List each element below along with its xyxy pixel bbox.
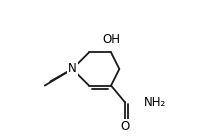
Text: NH₂: NH₂ [144, 96, 166, 109]
Text: N: N [68, 63, 77, 75]
Text: OH: OH [102, 33, 120, 46]
Text: O: O [120, 120, 129, 133]
